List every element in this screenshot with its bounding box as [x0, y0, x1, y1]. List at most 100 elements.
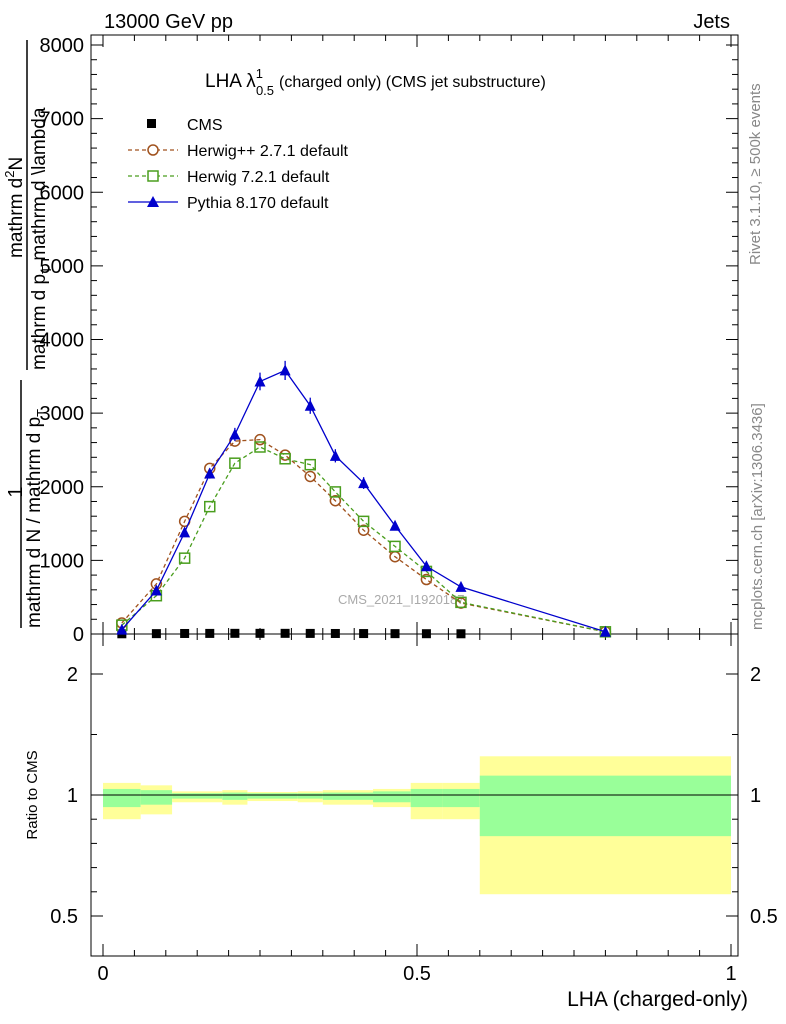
pythia-point	[420, 560, 432, 572]
ratio-band-inner	[410, 788, 443, 808]
main-y-tick-label: 8000	[40, 35, 85, 57]
y-label-denominator: mathrm d N / mathrm d pT	[24, 409, 49, 628]
ratio-y-axis: 0.5 0.5 1 1 2 2	[50, 664, 778, 928]
main-y-tick-label: 6000	[40, 182, 85, 204]
legend-herwig7-label: Herwig 7.2.1 default	[187, 169, 330, 186]
legend-pythia-marker	[147, 196, 159, 207]
rivet-label: Rivet 3.1.10, ≥ 500k events	[747, 83, 764, 265]
herwig7-point	[229, 457, 241, 469]
cms-point	[359, 629, 369, 639]
ratio-band-inner	[140, 790, 173, 805]
ratio-band-inner	[103, 788, 141, 808]
pythia-point	[254, 375, 266, 387]
herwig7-point	[304, 458, 316, 471]
cms-point	[421, 629, 431, 639]
x-axis: 0 0.5 1	[97, 35, 737, 985]
legend-herwigpp-marker	[147, 144, 159, 156]
series-line	[121, 438, 606, 633]
herwigpp-point	[420, 573, 433, 586]
legend-cms-marker	[147, 119, 156, 128]
jets-label: Jets	[693, 11, 730, 33]
cms-point	[255, 628, 265, 638]
ratio-band-inner	[247, 793, 298, 799]
herwigpp-point	[254, 433, 266, 446]
pythia-point	[455, 580, 467, 592]
cms-point	[180, 628, 190, 638]
legend-herwigpp-label: Herwig++ 2.7.1 default	[187, 143, 349, 160]
ratio-band-inner	[442, 788, 480, 808]
ratio-y-tick-label: 2	[67, 664, 78, 686]
x-tick-label: 0	[97, 963, 108, 985]
legend: CMS Herwig++ 2.7.1 default Herwig 7.2.1 …	[128, 117, 349, 212]
ratio-y-tick-label-right: 2	[750, 664, 761, 686]
y-label-numerator-bottom: mathrm d pT mathrm d \lambda	[29, 107, 54, 370]
cms-point	[230, 628, 240, 638]
main-y-tick-label: 7000	[40, 109, 85, 131]
ratio-y-label: Ratio to CMS	[24, 750, 41, 839]
pythia-point	[229, 428, 241, 440]
plot-title: LHA λ1 0.5 (charged only) (CMS jet substru…	[205, 66, 546, 98]
herwig7-point	[357, 515, 370, 528]
series-layer	[116, 360, 612, 639]
pythia-point	[358, 477, 370, 489]
herwigpp-point	[279, 449, 291, 461]
ratio-bands	[103, 756, 731, 895]
main-y-tick-label: 1000	[40, 550, 85, 572]
ratio-band-inner	[322, 792, 374, 800]
pythia-point	[116, 623, 128, 635]
cms-point	[390, 629, 400, 639]
pythia-point	[389, 519, 401, 531]
analysis-watermark: CMS_2021_I1920187	[338, 592, 465, 607]
cms-point	[280, 628, 290, 638]
series-line	[121, 369, 606, 633]
legend-pythia-label: Pythia 8.170 default	[187, 195, 329, 212]
herwig7-point	[178, 552, 191, 564]
main-y-label: 1 mathrm d N / mathrm d pT mathrm d2N ma…	[2, 40, 54, 628]
x-tick-label: 0.5	[403, 963, 431, 985]
ratio-y-tick-label: 1	[67, 785, 78, 807]
x-axis-label: LHA (charged-only)	[567, 988, 748, 1011]
mcplots-label: mcplots.cern.ch [arXiv:1306.3436]	[749, 403, 766, 630]
legend-herwig7-marker	[147, 170, 159, 182]
cms-point	[456, 629, 466, 639]
pythia-point	[150, 584, 162, 596]
pythia-point	[304, 399, 316, 411]
herwig7-point	[389, 540, 401, 553]
herwig7-point	[204, 500, 216, 513]
pythia-point	[204, 467, 216, 479]
main-y-axis: 0 1000 2000 3000 4000 5000 6000 7000 8000	[40, 35, 738, 646]
y-label-one: 1	[5, 486, 27, 497]
energy-label: 13000 GeV pp	[104, 11, 233, 33]
cms-point	[305, 628, 315, 638]
ratio-y-tick-label-right: 0.5	[750, 906, 778, 928]
ratio-band-inner	[172, 793, 223, 799]
y-label-numerator-top: mathrm d2N	[2, 157, 27, 258]
pythia-point	[279, 364, 291, 376]
ratio-band-inner	[479, 775, 731, 837]
cms-point	[330, 628, 340, 638]
legend-cms-label: CMS	[187, 117, 223, 134]
cms-point	[151, 629, 161, 639]
herwigpp-point	[357, 524, 370, 536]
main-y-tick-label: 0	[73, 624, 84, 646]
herwigpp-point	[329, 494, 342, 507]
pythia-point	[179, 526, 191, 538]
herwigpp-point	[304, 470, 316, 483]
cms-point	[205, 628, 215, 638]
herwig7-point	[329, 486, 342, 498]
ratio-band-inner	[373, 791, 411, 803]
herwig7-point	[455, 596, 467, 609]
main-y-tick-label: 3000	[40, 403, 85, 425]
ratio-y-tick-label-right: 1	[750, 785, 761, 807]
ratio-y-tick-label: 0.5	[50, 906, 78, 928]
x-tick-label: 1	[725, 963, 736, 985]
pythia-point	[329, 449, 341, 461]
main-y-tick-label: 5000	[40, 256, 85, 278]
ratio-band-inner	[222, 792, 248, 800]
main-y-tick-label: 4000	[40, 330, 85, 352]
pythia-point	[599, 625, 611, 637]
ratio-band-inner	[297, 793, 323, 799]
herwig7-point	[254, 441, 266, 453]
main-y-tick-label: 2000	[40, 477, 85, 499]
